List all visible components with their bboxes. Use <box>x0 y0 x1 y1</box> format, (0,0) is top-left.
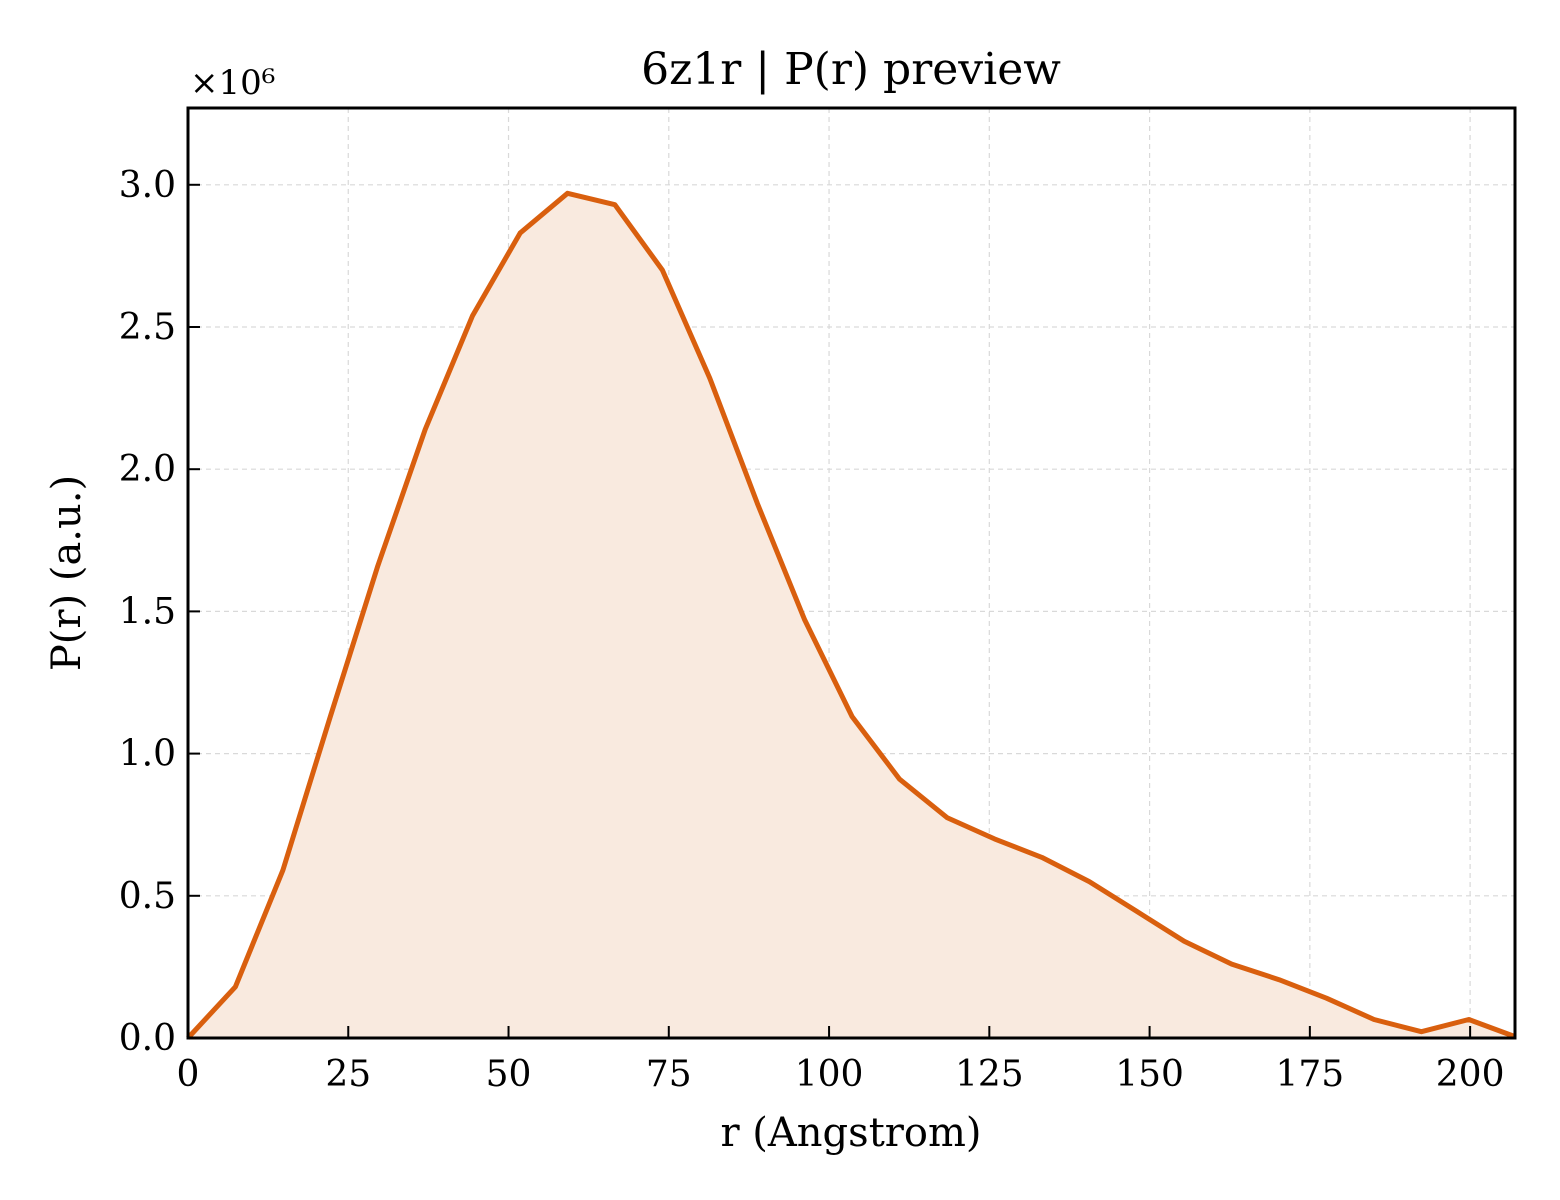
x-tick-label: 125 <box>955 1054 1024 1095</box>
x-tick-label: 50 <box>486 1054 532 1095</box>
chart-title: 6z1r | P(r) preview <box>641 44 1061 95</box>
x-tick-label: 25 <box>325 1054 371 1095</box>
y-tick-label: 0.0 <box>119 1018 176 1059</box>
y-tick-label: 2.0 <box>119 449 176 490</box>
y-tick-label: 2.5 <box>119 307 176 348</box>
x-axis-label: r (Angstrom) <box>720 1110 981 1156</box>
y-tick-label: 0.5 <box>119 876 176 917</box>
series-area-fill <box>188 193 1515 1039</box>
y-tick-label: 1.5 <box>119 591 176 632</box>
y-tick-label: 1.0 <box>119 734 176 775</box>
x-tick-label: 175 <box>1276 1054 1345 1095</box>
plot-frame <box>186 106 1517 1040</box>
y-axis-label: P(r) (a.u.) <box>44 475 90 671</box>
x-tick-label: 150 <box>1115 1054 1184 1095</box>
axis-ticks: 0 25 50 75 100 125 150 175 200 0.0 0.5 1.0 1.5 2.0 2.5… <box>119 165 1505 1095</box>
y-multiplier-label: ×10⁶ <box>190 63 275 103</box>
series-line <box>186 190 1516 1040</box>
x-tick-label: 200 <box>1436 1054 1505 1095</box>
x-tick-label: 75 <box>646 1054 692 1095</box>
y-tick-label: 3.0 <box>119 165 176 206</box>
x-tick-label: 100 <box>795 1054 864 1095</box>
x-tick-label: 0 <box>177 1054 200 1095</box>
